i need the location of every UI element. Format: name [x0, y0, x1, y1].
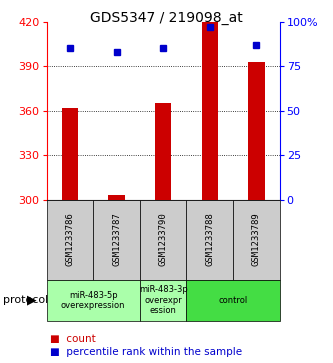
Bar	[202, 22, 218, 200]
Text: GSM1233786: GSM1233786	[65, 213, 75, 266]
Text: miR-483-5p
overexpression: miR-483-5p overexpression	[61, 291, 126, 310]
Text: protocol: protocol	[3, 295, 49, 305]
Text: GDS5347 / 219098_at: GDS5347 / 219098_at	[90, 11, 243, 25]
Text: ■  count: ■ count	[50, 334, 96, 344]
Bar	[248, 62, 264, 200]
Text: miR-483-3p
overexpr
ession: miR-483-3p overexpr ession	[139, 285, 187, 315]
Text: ▶: ▶	[27, 294, 36, 307]
Text: GSM1233789: GSM1233789	[252, 213, 261, 266]
Text: GSM1233787: GSM1233787	[112, 213, 121, 266]
Text: GSM1233788: GSM1233788	[205, 213, 214, 266]
Bar	[62, 108, 78, 200]
Text: ■  percentile rank within the sample: ■ percentile rank within the sample	[50, 347, 242, 357]
Text: GSM1233790: GSM1233790	[159, 213, 168, 266]
Bar	[155, 103, 171, 200]
Bar	[109, 195, 125, 200]
Text: control: control	[218, 296, 248, 305]
